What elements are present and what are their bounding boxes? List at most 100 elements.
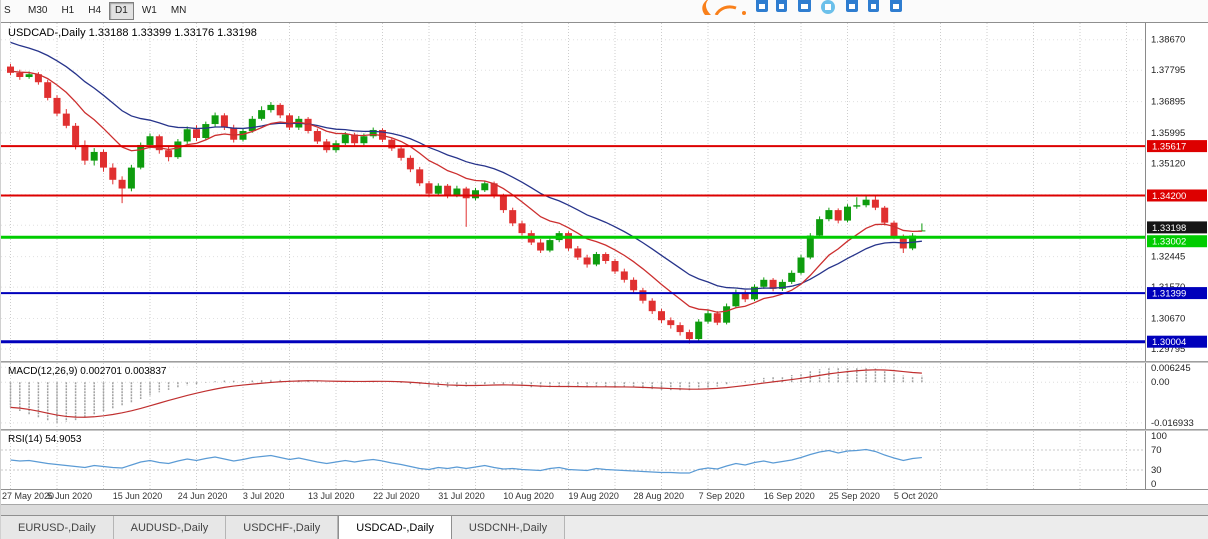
price-badge: 1.31399 (1147, 287, 1207, 300)
candle-body (286, 115, 293, 128)
candle-body (44, 82, 52, 98)
chart-tab-eurusd[interactable]: EURUSD-,Daily (1, 516, 114, 539)
chart-tab-usdcad[interactable]: USDCAD-,Daily (338, 516, 452, 539)
candle-body (574, 248, 582, 258)
ma-slow-line (10, 41, 922, 290)
chart-tab-audusd[interactable]: AUDUSD-,Daily (113, 516, 227, 539)
candle-body (90, 151, 98, 161)
brand-watermark-icon (702, 0, 902, 15)
candle-body (25, 74, 33, 78)
svg-text:1.30004: 1.30004 (1152, 337, 1186, 348)
candle-body (341, 134, 349, 144)
svg-text:1.31399: 1.31399 (1152, 289, 1186, 300)
candle-body (611, 260, 619, 272)
candle-body (127, 167, 135, 189)
svg-text:1.34200: 1.34200 (1152, 191, 1186, 202)
horizontal-scrollbar[interactable] (1, 504, 1208, 515)
candle-body (239, 131, 247, 140)
candle-body (202, 124, 210, 138)
candle-body (406, 157, 414, 170)
candle-body (183, 129, 191, 142)
timeframe-button-w1[interactable]: W1 (141, 5, 157, 16)
x-axis-label: 22 Jul 2020 (373, 491, 420, 501)
timeframe-toolbar: S M30 H1 H4 D1 W1 MN (1, 0, 1208, 23)
candle-body (118, 179, 126, 189)
candle-body (732, 292, 740, 307)
candle-body (220, 115, 228, 128)
timeframe-button-d1[interactable]: D1 (109, 2, 134, 20)
candle-body (267, 104, 275, 111)
candle-body (351, 134, 359, 144)
brand-watermark (698, 0, 916, 15)
price-axis-tick: 1.30670 (1151, 313, 1185, 324)
candle-body (248, 118, 256, 132)
candle-body (34, 74, 42, 83)
candle-body (146, 136, 154, 145)
candle-body (620, 271, 628, 280)
candle-body (155, 136, 163, 151)
candle-body (890, 222, 898, 237)
candle-body (62, 113, 70, 126)
candle-body (685, 332, 693, 340)
candle-body (881, 207, 889, 223)
svg-text:1.33198: 1.33198 (1152, 223, 1186, 234)
candle-body (816, 219, 824, 236)
candle-body (416, 169, 424, 184)
price-badge: 1.34200 (1147, 189, 1207, 202)
price-axis-tick: 1.35995 (1151, 128, 1185, 139)
x-axis-label: 3 Jul 2020 (242, 491, 285, 501)
axis-border (1, 489, 1208, 490)
pane-separator[interactable] (1, 429, 1208, 431)
candle-body (304, 118, 312, 132)
price-badge: 1.33002 (1147, 235, 1207, 248)
price-axis-tick: 1.37795 (1151, 65, 1185, 76)
rsi-axis-tick: 100 (1151, 431, 1167, 442)
timeframe-button-h4[interactable]: H4 (88, 5, 102, 16)
candle-body (53, 97, 61, 114)
chart-tab-usdchf[interactable]: USDCHF-,Daily (226, 516, 339, 539)
x-axis-label: 28 Aug 2020 (633, 491, 685, 501)
price-axis-tick: 1.38670 (1151, 35, 1185, 46)
time-axis: 27 May 2020 5 Jun 2020 15 Jun 2020 24 Jun 2… (1, 490, 1208, 504)
candle-body (258, 110, 266, 119)
ma-fast-line (10, 70, 922, 313)
candle-body (704, 313, 712, 322)
candle-body (81, 144, 89, 161)
candle-body (174, 141, 182, 158)
candle-body (16, 72, 24, 78)
candle-body (630, 279, 638, 291)
candle-body (639, 290, 647, 301)
macd-axis-tick: 0.00 (1151, 377, 1170, 388)
candle-body (769, 279, 777, 289)
price-badge: 1.35617 (1147, 140, 1207, 153)
price-axis-tick: 1.32445 (1151, 252, 1185, 263)
chart-tab-usdcnh[interactable]: USDCNH-,Daily (451, 516, 566, 539)
x-axis-label: 31 Jul 2020 (438, 491, 485, 501)
rsi-indicator-canvas[interactable]: 100 70 30 0 RSI(14) 54.9053 (1, 431, 1208, 489)
candle-body (713, 313, 721, 323)
timeframe-button-partial[interactable]: S (4, 5, 11, 16)
candle-body (360, 136, 368, 144)
candle-body (602, 254, 610, 261)
x-axis-label: 19 Aug 2020 (568, 491, 619, 501)
price-badge: 1.30004 (1147, 335, 1207, 348)
timeframe-button-m30[interactable]: M30 (28, 5, 48, 16)
macd-indicator-canvas[interactable]: 0.006245 0.00 -0.016933 MACD(12,26,9) 0.002… (1, 363, 1208, 429)
candle-body (583, 257, 591, 265)
timeframe-button-mn[interactable]: MN (170, 5, 187, 16)
candle-body (565, 233, 572, 249)
candle-body (658, 311, 665, 321)
candle-body (109, 167, 117, 180)
pane-separator[interactable] (1, 361, 1208, 363)
candle-body (230, 127, 238, 140)
candle-body (834, 210, 842, 221)
candle-body (853, 205, 861, 207)
x-axis-label: 15 Jun 2020 (112, 491, 163, 501)
candle-body (592, 254, 600, 265)
timeframe-button-h1[interactable]: H1 (61, 5, 75, 16)
main-chart-canvas[interactable]: 1.38670 1.37795 1.36895 1.35995 1.35120 1.342… (1, 23, 1208, 361)
candle-body (546, 240, 554, 251)
macd-signal-line (10, 369, 922, 418)
candle-body (509, 210, 517, 224)
candle-body (472, 190, 479, 199)
